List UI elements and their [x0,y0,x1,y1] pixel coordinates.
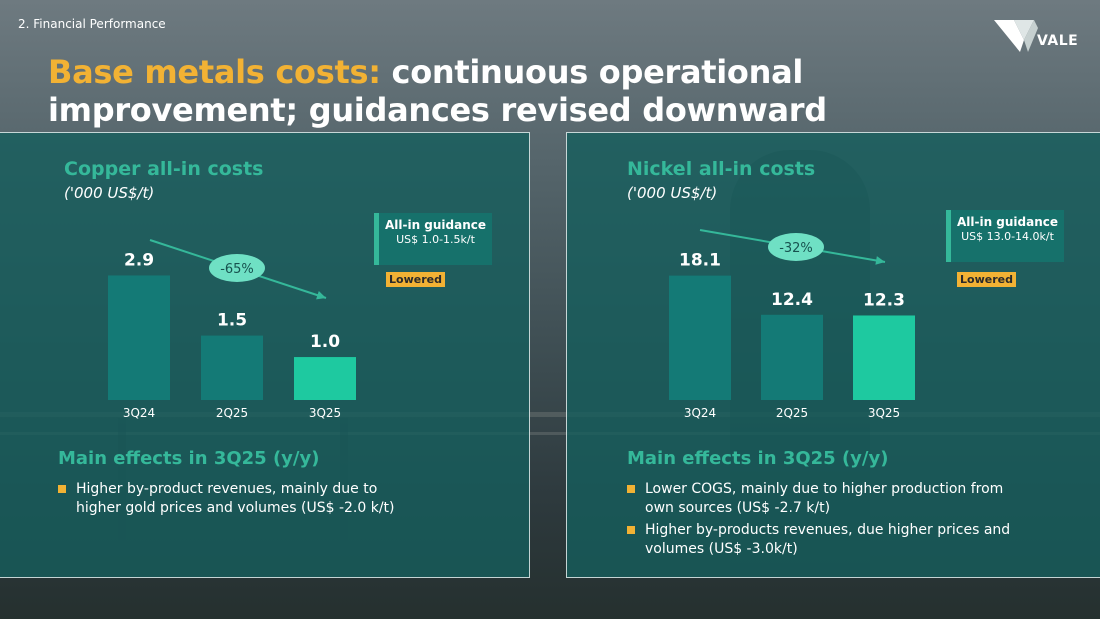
copper-category-label: 3Q25 [309,406,341,420]
copper-guidance-range: US$ 1.0-1.5k/t [396,233,475,246]
copper-effects-list: Higher by-product revenues, mainly due t… [58,480,418,521]
nickel-effect-text: Lower COGS, mainly due to higher product… [645,481,1004,516]
nickel-chart: 18.1 3Q24 12.4 2Q25 12.3 3Q25 -32% [669,229,915,420]
nickel-change-bubble [768,233,824,261]
copper-effect-text: Higher by-product revenues, mainly due t… [76,481,395,516]
copper-change-bubble [209,254,265,282]
nickel-chart-title: Nickel all-in costs [627,158,816,180]
nickel-effects-list: Lower COGS, mainly due to higher product… [627,480,1027,562]
brand-name: VALE [1037,33,1079,49]
copper-effects-title: Main effects in 3Q25 (y/y) [58,448,320,469]
copper-bar-value-label: 1.0 [310,332,340,352]
copper-effect-item: Higher by-product revenues, mainly due t… [58,480,418,518]
nickel-guidance-box: All-in guidance US$ 13.0-14.0k/t [946,210,1064,262]
nickel-trend-arrow-head [875,256,885,265]
copper-chart: 2.9 3Q24 1.5 2Q25 1.0 3Q25 -65% [108,239,356,420]
nickel-effects-title: Main effects in 3Q25 (y/y) [627,448,889,469]
copper-bar [108,275,170,400]
copper-trend-arrow-head [316,291,326,300]
nickel-category-label: 3Q25 [868,406,900,420]
background-beam [0,412,1100,417]
bullet-icon [58,485,66,493]
copper-panel [0,132,530,578]
copper-chart-unit: ('000 US$/t) [64,184,155,202]
page-title: Base metals costs: continuous operationa… [48,53,948,129]
nickel-category-label: 3Q24 [684,406,716,420]
copper-change-label: -65% [220,262,254,277]
background-beam [0,432,1100,435]
copper-bar-value-label: 2.9 [124,250,154,270]
nickel-effect-text: Higher by-products revenues, due higher … [645,522,1011,557]
nickel-change-label: -32% [779,241,813,256]
nickel-lowered-badge: Lowered [957,272,1016,287]
copper-guidance-box: All-in guidance US$ 1.0-1.5k/t [374,213,492,265]
nickel-guidance-range: US$ 13.0-14.0k/t [961,230,1054,243]
nickel-bar [853,315,915,400]
copper-bar-value-label: 1.5 [217,311,247,331]
nickel-guidance-title: All-in guidance [956,215,1059,229]
section-tag: 2. Financial Performance [18,17,166,31]
nickel-bar [761,314,823,400]
page-title-accent: Base metals costs: [48,53,381,91]
nickel-bar [669,275,731,400]
copper-category-label: 3Q24 [123,406,155,420]
copper-bar [201,335,263,400]
bullet-icon [627,526,635,534]
nickel-effect-item: Lower COGS, mainly due to higher product… [627,480,1027,518]
nickel-effect-item: Higher by-products revenues, due higher … [627,521,1027,559]
nickel-chart-unit: ('000 US$/t) [627,184,718,202]
nickel-panel [566,132,1100,578]
nickel-bar-value-label: 12.3 [863,290,905,310]
vale-logo-icon [994,20,1038,52]
page-title-rest: continuous operational improvement; guid… [48,53,827,129]
nickel-category-label: 2Q25 [776,406,808,420]
nickel-bar-value-label: 12.4 [771,290,813,310]
copper-lowered-badge: Lowered [386,272,445,287]
copper-guidance-title: All-in guidance [384,218,487,232]
copper-bar [294,357,356,400]
nickel-bar-value-label: 18.1 [679,251,721,271]
copper-category-label: 2Q25 [216,406,248,420]
copper-chart-title: Copper all-in costs [64,158,264,180]
bullet-icon [627,485,635,493]
